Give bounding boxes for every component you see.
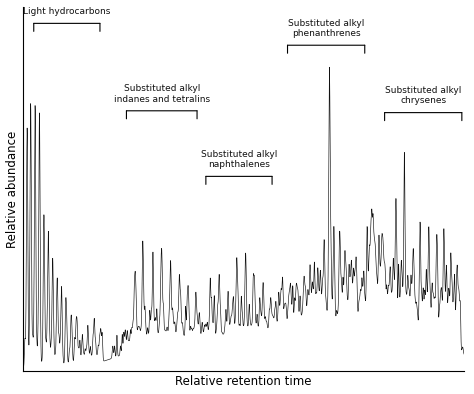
Text: Light hydrocarbons: Light hydrocarbons xyxy=(23,7,110,16)
X-axis label: Relative retention time: Relative retention time xyxy=(175,375,311,388)
Text: Substituted alkyl
naphthalenes: Substituted alkyl naphthalenes xyxy=(201,150,277,169)
Text: Substituted alkyl
chrysenes: Substituted alkyl chrysenes xyxy=(385,86,462,105)
Text: Substituted alkyl
indanes and tetralins: Substituted alkyl indanes and tetralins xyxy=(114,84,210,104)
Y-axis label: Relative abundance: Relative abundance xyxy=(6,130,18,248)
Text: Substituted alkyl
phenanthrenes: Substituted alkyl phenanthrenes xyxy=(288,19,365,38)
